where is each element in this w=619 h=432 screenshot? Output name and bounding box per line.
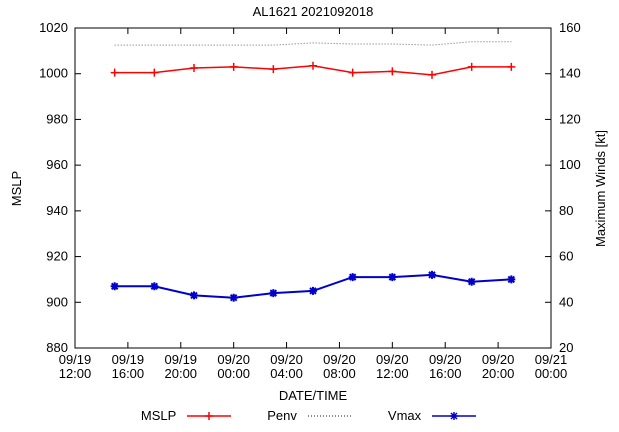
right-tick-label: 140 (559, 66, 581, 81)
plot-border (74, 27, 552, 349)
x-tick-date: 09/20 (482, 352, 515, 367)
legend-label-vmax: Vmax (387, 408, 422, 423)
x-tick-date: 09/20 (429, 352, 462, 367)
right-tick-label: 40 (559, 294, 573, 309)
left-tick-label: 900 (46, 294, 68, 309)
legend-label-mslp: MSLP (140, 408, 177, 423)
axis-ticks (74, 27, 552, 349)
left-tick-label: 880 (46, 340, 68, 355)
x-tick-time: 16:00 (429, 366, 462, 381)
legend-item-penv: Penv (267, 408, 354, 423)
x-tick-time: 08:00 (323, 366, 356, 381)
left-tick-label: 980 (46, 111, 68, 126)
legend-item-mslp: MSLP (141, 408, 233, 423)
right-tick-label: 100 (559, 157, 581, 172)
chart-title: AL1621 2021092018 (252, 4, 374, 19)
x-tick-date: 09/19 (165, 352, 198, 367)
left-tick-label: 940 (46, 203, 68, 218)
x-tick-time: 04:00 (270, 366, 303, 381)
x-tick-time: 12:00 (376, 366, 409, 381)
x-tick-date: 09/19 (59, 352, 92, 367)
x-tick-time: 20:00 (165, 366, 198, 381)
x-tick-time: 12:00 (59, 366, 92, 381)
legend-sample-vmax (432, 411, 477, 420)
right-tick-label: 20 (559, 340, 573, 355)
left-tick-label: 920 (46, 249, 68, 264)
x-tick-date: 09/20 (217, 352, 250, 367)
x-tick-time: 00:00 (535, 366, 568, 381)
x-tick-time: 20:00 (482, 366, 515, 381)
series-vmax (110, 270, 516, 302)
legend: MSLP Penv Vmax (0, 408, 619, 423)
right-tick-label: 120 (559, 111, 581, 126)
x-tick-date: 09/21 (535, 352, 568, 367)
left-tick-label: 1000 (39, 66, 68, 81)
x-axis-label: DATE/TIME (278, 388, 348, 403)
legend-sample-penv (307, 414, 352, 417)
left-tick-label: 1020 (39, 20, 68, 35)
right-tick-label: 60 (559, 249, 573, 264)
series-mslp (110, 61, 516, 79)
x-tick-time: 00:00 (217, 366, 250, 381)
legend-label-penv: Penv (267, 408, 297, 423)
x-tick-date: 09/20 (376, 352, 409, 367)
x-tick-date: 09/20 (270, 352, 303, 367)
left-tick-label: 960 (46, 157, 68, 172)
right-tick-label: 160 (559, 20, 581, 35)
x-tick-time: 16:00 (112, 366, 145, 381)
legend-sample-mslp (187, 411, 232, 420)
x-tick-date: 09/19 (112, 352, 145, 367)
legend-item-vmax: Vmax (388, 408, 478, 423)
right-tick-label: 80 (559, 203, 573, 218)
series-penv (114, 41, 512, 46)
x-tick-date: 09/20 (323, 352, 356, 367)
